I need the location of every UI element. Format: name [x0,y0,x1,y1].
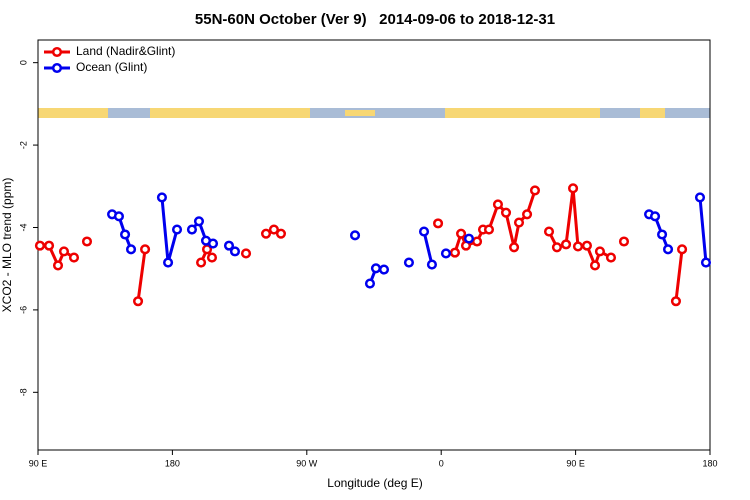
point [44,240,55,251]
point [589,260,601,271]
x-tick-label: 90 E [566,458,585,468]
point [171,224,183,235]
plot-frame [37,39,711,451]
point [670,296,682,307]
point [260,228,272,239]
x-tick-label: 90 W [296,458,318,468]
point [120,229,131,240]
point [700,257,712,268]
y-tick-label: -8 [18,388,28,396]
point [456,228,467,239]
point [605,252,617,263]
land-strip [445,108,600,118]
point [240,248,252,259]
point [207,238,219,249]
point [140,244,151,255]
point [551,242,562,253]
point [471,236,483,247]
y-axis-title: XCO2 - MLO trend (ppm) [0,178,14,313]
point [572,241,584,252]
point [662,244,674,255]
point [509,242,520,253]
point [657,229,668,240]
legend-label: Ocean (Glint) [76,60,147,74]
x-tick-label: 90 E [29,458,48,468]
point [418,226,430,237]
x-tick-label: 180 [702,458,717,468]
map-strip [38,108,710,118]
point [58,246,70,257]
x-axis-title: Longitude (deg E) [327,476,422,490]
land-strip [345,110,375,116]
x-tick-label: 0 [439,458,444,468]
point [500,207,512,218]
point [463,233,475,244]
chart-title: 55N-60N October (Ver 9) 2014-09-06 to 20… [195,11,555,28]
point [364,278,376,289]
land-strip [640,108,665,118]
point [68,252,80,263]
point [440,248,452,259]
point [543,226,555,237]
point [568,183,579,194]
point [223,240,235,251]
point [133,296,144,307]
legend-label: Land (Nadir&Glint) [76,44,175,58]
point [186,224,198,235]
point [581,240,592,251]
point [449,247,460,258]
point [163,257,174,268]
point [677,244,688,255]
point [370,263,381,274]
legend-marker [51,46,63,58]
y-tick-label: -6 [18,306,28,314]
point [694,192,706,203]
point [560,239,572,250]
land-strip [38,108,108,118]
point [378,264,390,275]
point [426,259,437,270]
y-tick-label: -2 [18,141,28,149]
point [522,209,533,220]
legend-marker [51,62,63,74]
land-strip [150,108,310,118]
point [594,246,605,257]
point [196,257,207,268]
point [649,211,661,222]
point [403,257,414,268]
point [349,230,361,241]
point [206,252,218,263]
point [52,260,64,271]
point [275,228,287,239]
point [618,236,630,247]
y-tick-label: 0 [18,60,28,65]
point [125,244,137,255]
y-tick-label: -4 [18,223,28,231]
point [113,211,124,222]
x-tick-label: 180 [165,458,180,468]
point [529,185,541,196]
point [156,192,167,203]
point [81,236,93,247]
point [433,218,444,229]
point [513,217,525,228]
point [268,224,279,235]
point [34,240,45,251]
point [483,224,495,235]
point [229,246,241,257]
point [492,199,503,210]
point [193,216,205,227]
